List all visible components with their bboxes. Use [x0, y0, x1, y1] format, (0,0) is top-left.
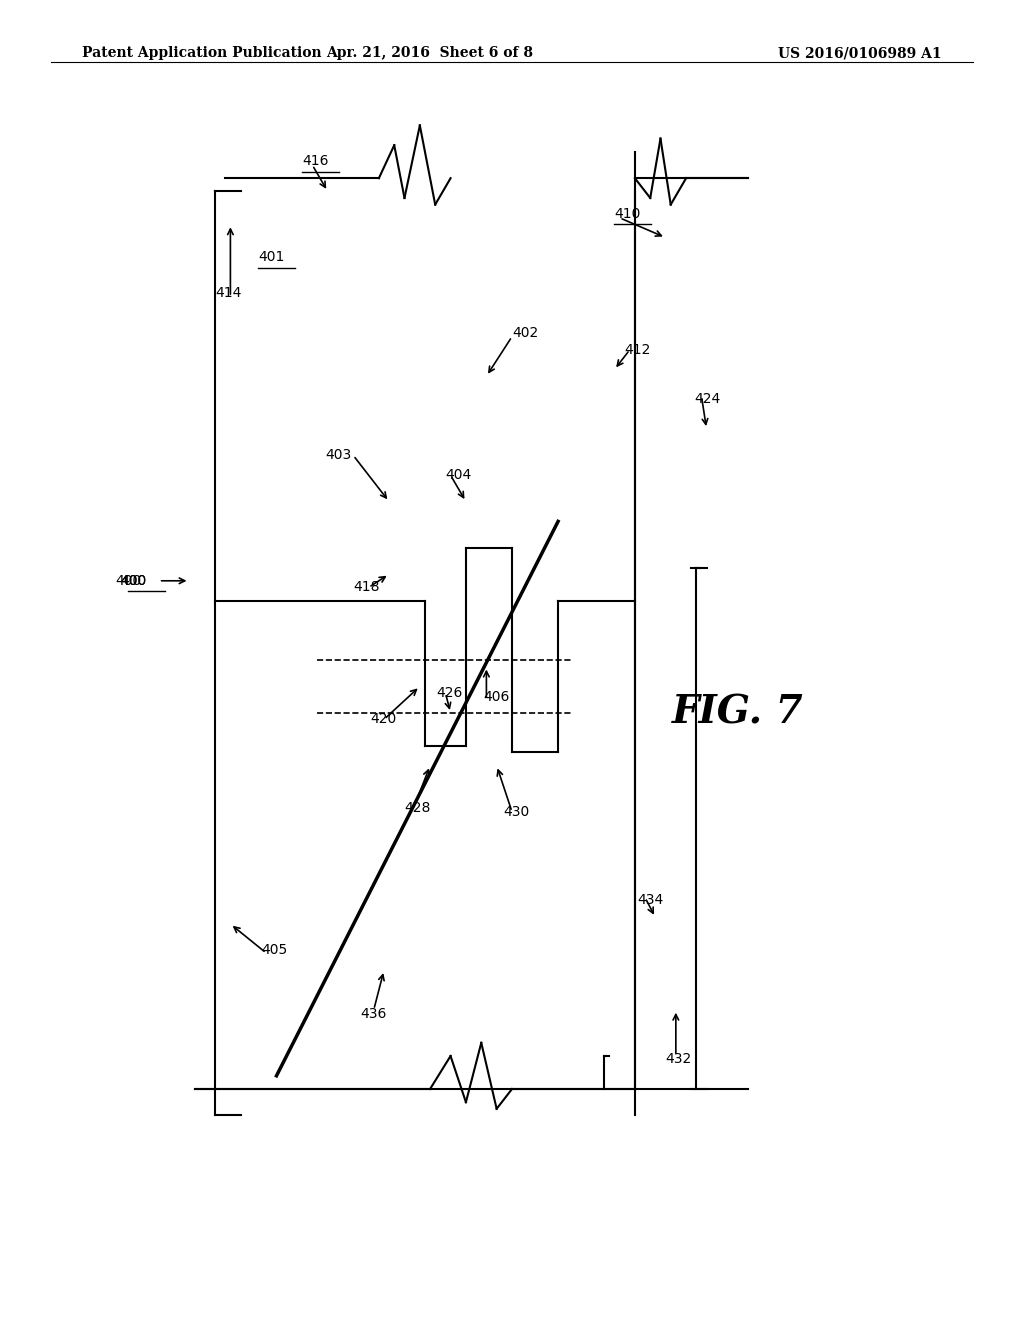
Text: 404: 404 [445, 469, 472, 482]
Text: US 2016/0106989 A1: US 2016/0106989 A1 [778, 46, 942, 61]
Text: 403: 403 [326, 449, 352, 462]
Text: 436: 436 [360, 1007, 387, 1020]
Text: FIG. 7: FIG. 7 [672, 694, 803, 731]
Text: 426: 426 [436, 686, 463, 700]
Text: 4̲0̲0̲: 4̲0̲0̲ [120, 574, 146, 587]
Text: 424: 424 [694, 392, 721, 405]
Text: 412: 412 [625, 343, 651, 356]
Text: 414: 414 [215, 286, 242, 300]
Text: Apr. 21, 2016  Sheet 6 of 8: Apr. 21, 2016 Sheet 6 of 8 [327, 46, 534, 61]
Text: 428: 428 [404, 801, 431, 814]
Text: 432: 432 [666, 1052, 692, 1065]
Text: 402: 402 [512, 326, 539, 339]
Text: 400: 400 [120, 574, 146, 587]
Text: Patent Application Publication: Patent Application Publication [82, 46, 322, 61]
Text: 401: 401 [258, 251, 285, 264]
Text: 400: 400 [120, 574, 146, 587]
Text: 416: 416 [302, 154, 329, 168]
Text: 434: 434 [637, 894, 664, 907]
Text: 406: 406 [483, 690, 510, 704]
Text: 430: 430 [504, 805, 530, 818]
Text: 418: 418 [353, 581, 380, 594]
Text: 420: 420 [371, 713, 397, 726]
Text: 405: 405 [261, 944, 288, 957]
Text: 410: 410 [614, 207, 641, 220]
Text: 400: 400 [115, 574, 141, 587]
